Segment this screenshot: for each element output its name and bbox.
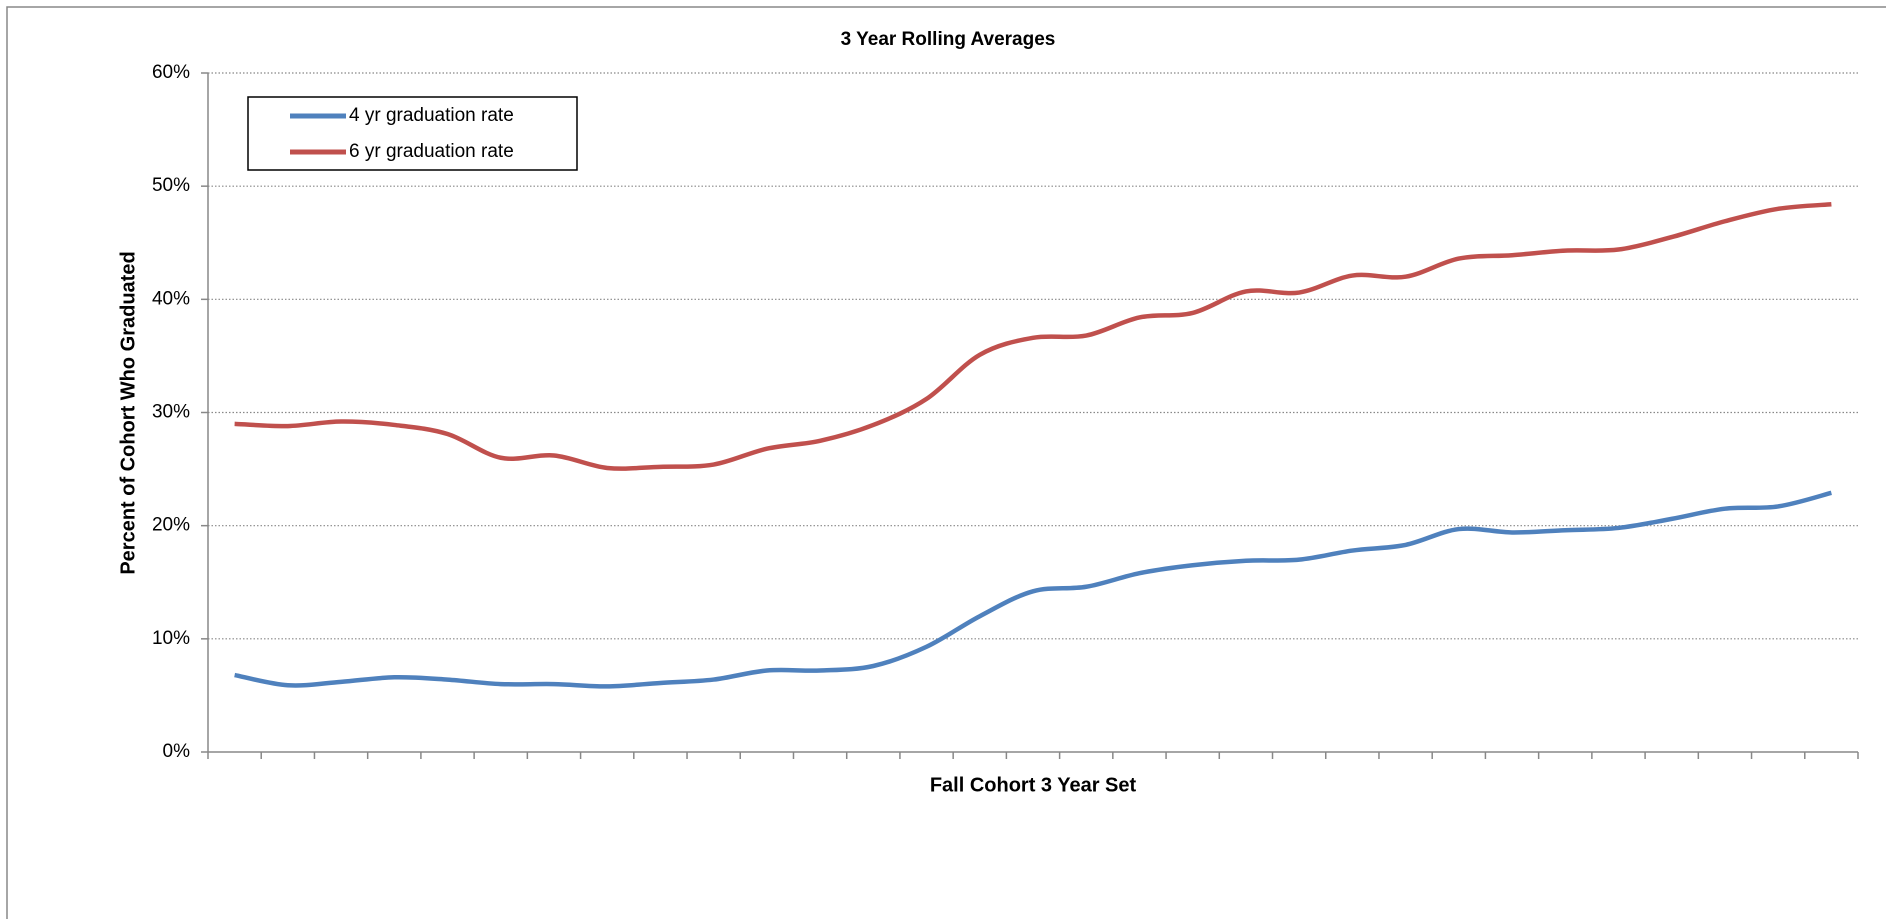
y-axis-label: Percent of Cohort Who Graduated: [117, 251, 139, 574]
legend-box: [247, 96, 578, 171]
y-tick-label: 0%: [163, 741, 191, 762]
x-axis-label: Fall Cohort 3 Year Set: [930, 774, 1137, 796]
series-line: [234, 202, 1832, 471]
legend-label: 4 yr graduation rate: [349, 105, 514, 126]
chart-title: 3 Year Rolling Averages: [841, 29, 1056, 50]
y-tick-label: 40%: [152, 288, 190, 309]
y-tick-label: 20%: [152, 515, 190, 536]
y-tick-label: 50%: [152, 175, 190, 196]
legend-label: 6 yr graduation rate: [349, 141, 514, 162]
y-tick-label: 30%: [152, 402, 190, 423]
series-line: [234, 490, 1832, 689]
y-tick-label: 10%: [152, 628, 190, 649]
y-tick-label: 60%: [152, 62, 190, 83]
